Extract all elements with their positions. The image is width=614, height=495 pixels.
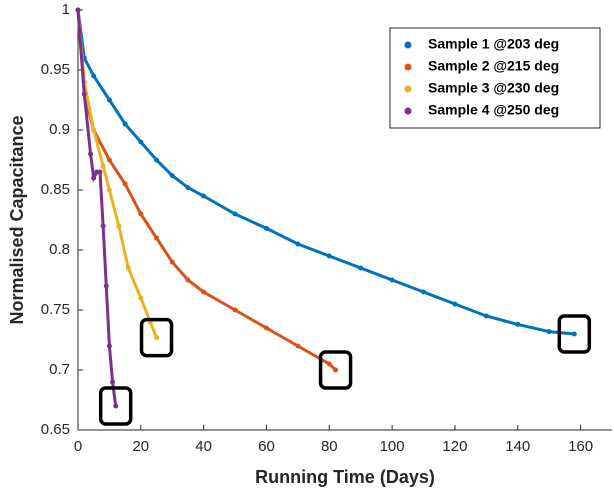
data-point bbox=[116, 223, 122, 229]
series-line bbox=[76, 9, 158, 339]
legend-box bbox=[389, 27, 601, 129]
data-point bbox=[100, 223, 106, 229]
y-tick-label: 0.95 bbox=[41, 61, 70, 78]
legend-marker bbox=[404, 41, 412, 49]
data-point bbox=[333, 367, 339, 373]
y-tick-label: 0.7 bbox=[49, 361, 70, 378]
highlight-box bbox=[139, 317, 174, 358]
data-point bbox=[201, 193, 207, 199]
data-point bbox=[110, 379, 116, 385]
data-point bbox=[154, 335, 160, 341]
x-tick-label: 20 bbox=[132, 438, 149, 455]
data-point bbox=[263, 225, 269, 231]
data-point bbox=[106, 97, 112, 103]
data-point bbox=[421, 289, 427, 295]
data-point bbox=[91, 73, 97, 79]
data-point bbox=[154, 235, 160, 241]
y-tick-label: 0.9 bbox=[49, 121, 70, 138]
x-tick-label: 140 bbox=[505, 438, 530, 455]
data-point bbox=[138, 139, 144, 145]
legend-label: Sample 1 @203 deg bbox=[428, 36, 559, 52]
x-axis-label: Running Time (Days) bbox=[255, 467, 435, 487]
data-point bbox=[106, 187, 112, 193]
data-point bbox=[546, 329, 552, 335]
data-point bbox=[326, 253, 332, 259]
data-point bbox=[169, 173, 175, 179]
data-point bbox=[122, 121, 128, 127]
data-point bbox=[106, 157, 112, 163]
highlight-box bbox=[557, 314, 592, 354]
data-point bbox=[185, 277, 191, 283]
y-tick-label: 1 bbox=[62, 1, 70, 18]
data-point bbox=[185, 185, 191, 191]
x-tick-label: 80 bbox=[321, 438, 338, 455]
y-tick-label: 0.8 bbox=[49, 241, 70, 258]
data-point bbox=[106, 343, 112, 349]
data-point bbox=[154, 157, 160, 163]
data-point bbox=[122, 181, 128, 187]
data-point bbox=[100, 163, 106, 169]
data-point bbox=[295, 241, 301, 247]
y-axis-label: Normalised Capacitance bbox=[7, 115, 27, 324]
data-point bbox=[125, 265, 131, 271]
data-point bbox=[515, 321, 521, 327]
data-point bbox=[97, 169, 103, 175]
x-tick-label: 60 bbox=[258, 438, 275, 455]
data-point bbox=[88, 151, 94, 157]
x-tick-label: 160 bbox=[568, 438, 593, 455]
data-point bbox=[295, 343, 301, 349]
legend-marker bbox=[404, 85, 412, 93]
data-point bbox=[81, 91, 87, 97]
data-point bbox=[169, 259, 175, 265]
data-point bbox=[263, 325, 269, 331]
legend: Sample 1 @203 deg Sample 2 @215 deg Sample… bbox=[389, 27, 601, 129]
x-tick-label: 40 bbox=[195, 438, 212, 455]
data-point bbox=[91, 127, 97, 133]
highlight-box bbox=[98, 386, 133, 426]
series-line bbox=[76, 9, 337, 372]
x-tick-label: 0 bbox=[74, 438, 82, 455]
data-point bbox=[358, 265, 364, 271]
data-point bbox=[201, 289, 207, 295]
legend-label: Sample 2 @215 deg bbox=[428, 58, 559, 74]
x-tick-label: 100 bbox=[380, 438, 405, 455]
x-tick-label: 120 bbox=[442, 438, 467, 455]
data-point bbox=[389, 277, 395, 283]
y-tick-label: 0.85 bbox=[41, 181, 70, 198]
data-point bbox=[75, 7, 81, 13]
data-point bbox=[91, 175, 97, 181]
data-point bbox=[232, 211, 238, 217]
data-point bbox=[103, 283, 109, 289]
series-line bbox=[76, 9, 575, 336]
data-point bbox=[138, 295, 144, 301]
y-tick-label: 0.75 bbox=[41, 301, 70, 318]
data-point bbox=[113, 403, 119, 409]
data-point bbox=[483, 313, 489, 319]
y-tick-label: 0.65 bbox=[41, 421, 70, 438]
data-point bbox=[452, 301, 458, 307]
legend-label: Sample 4 @250 deg bbox=[428, 102, 559, 118]
data-point bbox=[326, 361, 332, 367]
legend-label: Sample 3 @230 deg bbox=[428, 80, 559, 96]
legend-marker bbox=[404, 63, 412, 71]
highlight-box bbox=[318, 350, 353, 390]
data-point bbox=[571, 331, 577, 337]
legend-marker bbox=[404, 107, 412, 115]
data-point bbox=[138, 211, 144, 217]
data-point bbox=[232, 307, 238, 313]
